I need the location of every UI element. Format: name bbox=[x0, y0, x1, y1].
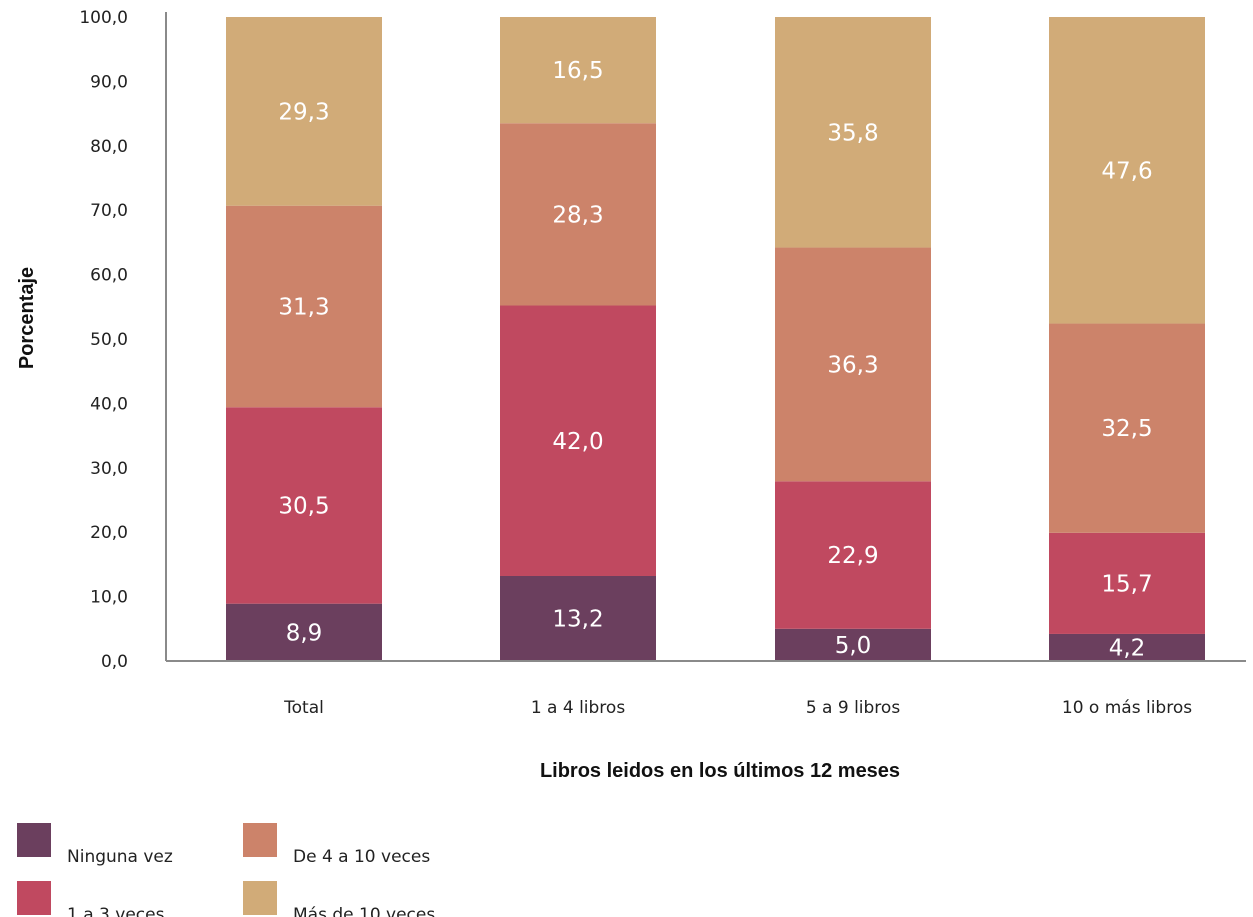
y-tick-label: 80,0 bbox=[90, 137, 128, 157]
y-tick-label: 20,0 bbox=[90, 523, 128, 543]
y-axis-title: Porcentaje bbox=[16, 267, 38, 369]
bar-segment bbox=[1049, 532, 1205, 634]
y-tick-label: 50,0 bbox=[90, 330, 128, 350]
bar-segment bbox=[1049, 633, 1205, 661]
x-category-label: 10 o más libros bbox=[1062, 698, 1192, 718]
legend-swatch bbox=[17, 823, 51, 857]
legend-label: Más de 10 veces bbox=[293, 905, 435, 917]
data-label: 31,3 bbox=[278, 294, 329, 320]
data-label: 42,0 bbox=[552, 429, 603, 455]
x-category-label: 5 a 9 libros bbox=[806, 698, 901, 718]
y-tick-label: 60,0 bbox=[90, 266, 128, 286]
data-label: 22,9 bbox=[827, 543, 878, 569]
y-tick-label: 10,0 bbox=[90, 588, 128, 608]
y-tick-label: 30,0 bbox=[90, 459, 128, 479]
legend-swatch bbox=[243, 823, 277, 857]
data-label: 47,6 bbox=[1101, 158, 1152, 184]
y-tick-label: 90,0 bbox=[90, 72, 128, 92]
bar-segment bbox=[775, 628, 931, 661]
bar-segment bbox=[226, 603, 382, 661]
data-label: 30,5 bbox=[278, 493, 329, 519]
y-tick-label: 70,0 bbox=[90, 201, 128, 221]
bar-segment bbox=[500, 17, 656, 124]
legend-label: De 4 a 10 veces bbox=[293, 847, 430, 867]
data-label: 28,3 bbox=[552, 202, 603, 228]
legend-swatch bbox=[243, 881, 277, 915]
legend-swatch bbox=[17, 881, 51, 915]
y-axis-ticks: 0,0 10,0 20,0 30,0 40,0 50,0 60,0 70,0 80,0 90,0 1… bbox=[79, 8, 128, 672]
data-label: 15,7 bbox=[1101, 571, 1152, 597]
bar-segment bbox=[500, 123, 656, 306]
x-axis-categories: Total 1 a 4 libros 5 a 9 libros 10 o más li… bbox=[283, 698, 1192, 718]
bar-segment bbox=[500, 305, 656, 576]
bars-layer: 8,9 30,5 31,3 29,3 13,2 42,0 28,3 16,5 5,0 22,9 36… bbox=[226, 17, 1205, 661]
bar-segment bbox=[775, 481, 931, 629]
bar-segment bbox=[775, 247, 931, 482]
bar-segment bbox=[775, 17, 931, 248]
bar-segment bbox=[226, 17, 382, 206]
data-label: 5,0 bbox=[835, 633, 872, 659]
data-label: 4,2 bbox=[1109, 635, 1146, 661]
bar-segment bbox=[1049, 323, 1205, 533]
legend-label: Ninguna vez bbox=[67, 847, 173, 867]
bar-segment bbox=[226, 205, 382, 408]
bar-segment bbox=[500, 575, 656, 661]
data-label: 29,3 bbox=[278, 99, 329, 125]
data-label: 36,3 bbox=[827, 352, 878, 378]
legend-label: 1 a 3 veces bbox=[67, 905, 165, 917]
y-tick-label: 100,0 bbox=[79, 8, 128, 28]
y-tick-label: 40,0 bbox=[90, 394, 128, 414]
bar-segment bbox=[226, 407, 382, 604]
data-label: 32,5 bbox=[1101, 416, 1152, 442]
x-axis-title: Libros leidos en los últimos 12 meses bbox=[540, 760, 900, 782]
legend: Ninguna vez 1 a 3 veces De 4 a 10 veces Más… bbox=[17, 823, 435, 917]
x-category-label: 1 a 4 libros bbox=[531, 698, 626, 718]
data-label: 16,5 bbox=[552, 58, 603, 84]
data-label: 35,8 bbox=[827, 120, 878, 146]
x-category-label: Total bbox=[283, 698, 324, 718]
y-tick-label: 0,0 bbox=[101, 652, 128, 672]
data-label: 8,9 bbox=[286, 620, 323, 646]
bar-segment bbox=[1049, 17, 1205, 324]
data-label: 13,2 bbox=[552, 606, 603, 632]
